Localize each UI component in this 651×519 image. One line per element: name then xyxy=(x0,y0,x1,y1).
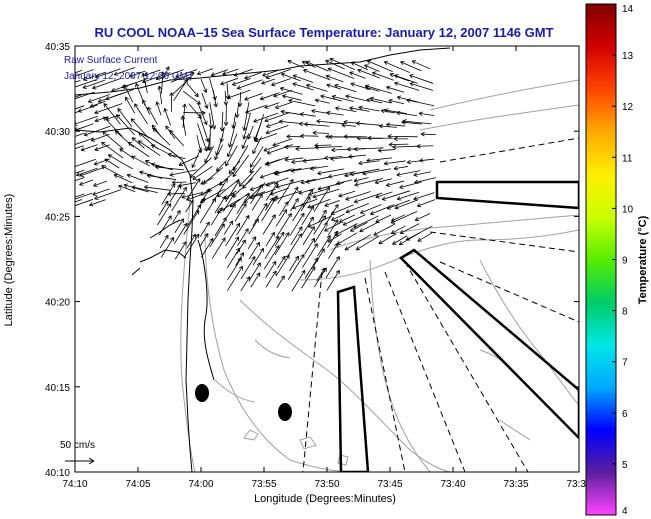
colorbar-tick-label: 6 xyxy=(622,409,628,420)
colorbar-ticks: 14 13 12 11 10 9 8 7 6 5 4 xyxy=(612,3,634,517)
y-axis: 40:35 40:30 40:25 40:20 40:15 40:10 xyxy=(45,42,579,479)
map-title: RU COOL NOAA–15 Sea Surface Temperature:… xyxy=(94,25,553,40)
y-tick-label: 40:35 xyxy=(45,42,70,53)
coastline xyxy=(75,47,451,472)
x-axis: 74:10 74:05 74:00 73:55 73:50 73:45 73:40 73:35… xyxy=(62,46,592,490)
x-tick-label: 74:10 xyxy=(62,479,87,490)
colorbar-tick-label: 4 xyxy=(622,506,628,517)
colorbar-tick-label: 7 xyxy=(622,358,628,369)
x-tick-label: 74:00 xyxy=(188,479,213,490)
x-tick-label: 73:55 xyxy=(251,479,276,490)
overlay-timestamp: January 12, 2007 12:00 GMT xyxy=(64,71,194,82)
colorbar xyxy=(585,3,617,516)
colorbar-label: Temperature (°C) xyxy=(637,215,649,304)
buoy-marker xyxy=(278,403,292,421)
x-axis-label: Longitude (Degrees:Minutes) xyxy=(254,493,396,505)
colorbar-tick-label: 12 xyxy=(622,102,634,113)
x-tick-label: 73:30 xyxy=(566,479,591,490)
buoy-marker xyxy=(195,384,209,402)
y-tick-label: 40:10 xyxy=(45,468,70,479)
colorbar-tick-label: 5 xyxy=(622,460,628,471)
scale-arrow xyxy=(65,457,95,465)
surface-current-vectors xyxy=(75,57,436,292)
colorbar-tick-label: 8 xyxy=(622,307,628,318)
colorbar-tick-label: 10 xyxy=(622,204,634,215)
colorbar-tick-label: 13 xyxy=(622,51,634,62)
plot-area xyxy=(75,46,579,472)
x-tick-label: 74:05 xyxy=(125,479,150,490)
colorbar-tick-label: 14 xyxy=(622,4,634,15)
bathymetry-contours xyxy=(180,79,579,472)
x-tick-label: 73:35 xyxy=(503,479,528,490)
colorbar-tick-label: 9 xyxy=(622,256,628,267)
x-tick-label: 73:50 xyxy=(314,479,339,490)
y-tick-label: 40:30 xyxy=(45,127,70,138)
scale-label: 50 cm/s xyxy=(60,440,95,451)
y-axis-label: Latitude (Degrees:Minutes) xyxy=(3,194,15,327)
colorbar-tick-label: 11 xyxy=(622,153,633,164)
y-tick-label: 40:20 xyxy=(45,298,70,309)
transect-boxes xyxy=(336,180,579,472)
y-tick-label: 40:15 xyxy=(45,383,70,394)
radial-survey-lines xyxy=(302,137,579,472)
x-tick-label: 73:45 xyxy=(377,479,402,490)
x-tick-label: 73:40 xyxy=(440,479,465,490)
overlay-product-label: Raw Surface Current xyxy=(64,55,158,66)
y-tick-label: 40:25 xyxy=(45,212,70,223)
